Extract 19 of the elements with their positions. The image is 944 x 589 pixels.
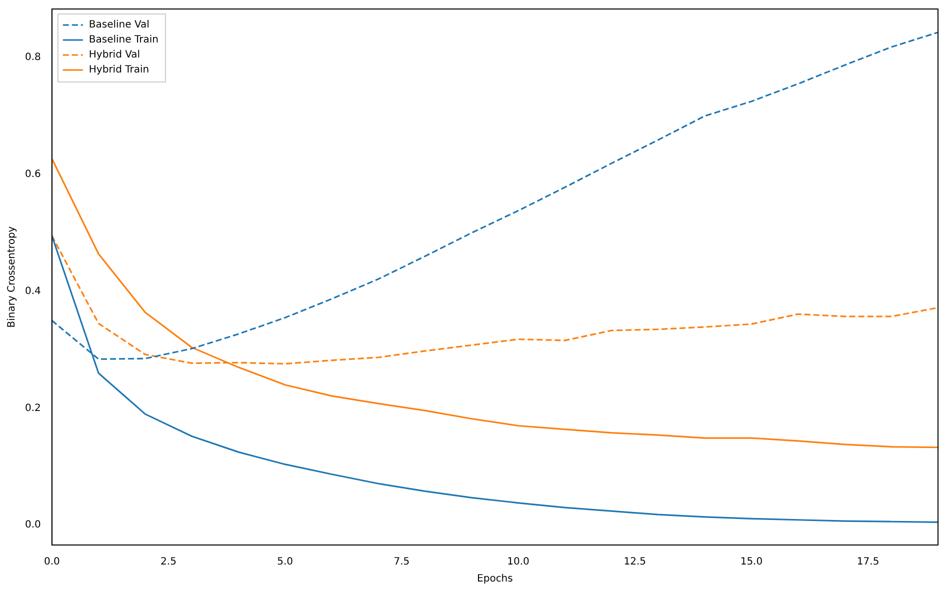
x-tick-label: 17.5 [856, 556, 880, 568]
x-axis-title: Epochs [477, 574, 513, 585]
legend-label: Hybrid Val [88, 50, 140, 61]
y-tick-label: 0.6 [24, 169, 41, 180]
legend-label: Hybrid Train [88, 64, 150, 76]
y-tick-label: 0.0 [24, 520, 41, 531]
y-tick-label: 0.8 [24, 52, 41, 64]
legend-label: Baseline Val [88, 20, 150, 31]
y-axis-title: Binary Crossentropy [6, 226, 18, 328]
y-tick-label: 0.2 [24, 402, 41, 414]
x-tick-label: 7.5 [394, 556, 410, 568]
legend-label: Baseline Train [88, 34, 158, 46]
x-tick-label: 5.0 [277, 556, 294, 568]
y-tick-label: 0.4 [24, 286, 41, 297]
x-tick-label: 15.0 [740, 556, 763, 568]
x-tick-label: 2.5 [160, 556, 176, 568]
x-tick-label: 12.5 [624, 556, 646, 568]
x-tick-label: 0.0 [44, 556, 60, 568]
x-tick-label: 10.0 [507, 556, 530, 568]
